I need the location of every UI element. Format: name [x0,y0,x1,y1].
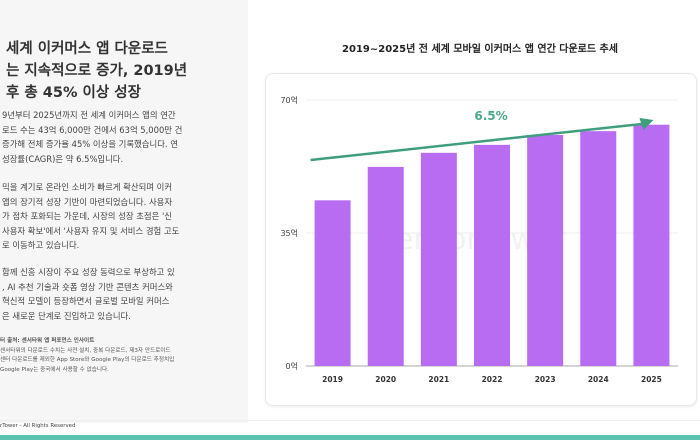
chart-title: 2019~2025년 전 세계 모바일 이커머스 앱 연간 다운로드 추세 [342,44,618,55]
text-line: 로드 수는 43억 6,000만 건에서 63억 5,000만 건 [2,124,183,135]
text-panel: 세계 이커머스 앱 다운로드 는 지속적으로 증가, 2019년 후 총 45%… [0,0,248,423]
copyright: rTower - All Rights Reserved [0,423,76,429]
x-tick-label: 2023 [535,375,556,384]
x-tick-label: 2024 [588,375,609,384]
text-line: 믹을 계기로 온라인 소비가 빠르게 확산되며 이커 [2,182,173,192]
bottom-accent-bar [0,435,700,440]
bar-2023 [527,134,564,366]
y-tick-label: 70억 [280,95,298,105]
text-line: 9년부터 2025년까지 전 세계 이커머스 앱의 연간 [2,110,176,120]
y-tick-label: 0억 [286,361,298,371]
x-tick-label: 2021 [428,375,449,384]
bar-2022 [474,144,510,366]
headline-line: 는 지속적으로 증가, 2019년 [6,63,188,79]
text-line: 가 점차 포화되는 가운데, 시장의 성장 초점은 '신 [2,211,172,221]
text-line: 증가해 전체 증가율 45% 이상을 기록했습니다. 연 [2,139,178,149]
headline-line: 세계 이커머스 앱 다운로드 [6,41,168,57]
y-tick-label: 35억 [280,228,298,238]
text-line: 성장률(CAGR)은 약 6.5%입니다. [2,153,124,164]
bar-2024 [580,131,617,366]
text-line: 혁신적 모델이 등장하면서 글로벌 모바일 커머스 [2,296,170,306]
divider [0,420,700,421]
text-line: 은 새로운 단계로 진입하고 있습니다. [2,310,131,321]
note-line: 센터 다운로드를 제외한 App Store와 Google Play의 다운로… [0,357,175,363]
bar-2025 [633,124,670,366]
source-notes: 터 출처: 센서타워 앱 퍼포먼스 인사이트 센서타워의 다운로드 수치는 사전… [0,337,174,375]
bar-2019 [314,200,351,366]
x-tick-label: 2022 [482,375,503,384]
headline: 세계 이커머스 앱 다운로드 는 지속적으로 증가, 2019년 후 총 45%… [6,38,187,104]
chart-card: SensorTower 0억 35억 70억 2019 2020 2021 2022 2023… [265,73,697,406]
text-line: 함께 신흥 시장이 주요 성장 동력으로 부상하고 있 [2,267,175,277]
bar-2021 [420,152,457,366]
source-line: 터 출처: 센서타워 앱 퍼포먼스 인사이트 [0,338,95,344]
x-tick-label: 2025 [641,375,662,384]
cagr-annotation: 6.5% [474,109,507,123]
paragraph-3: 함께 신흥 시장이 주요 성장 동력으로 부상하고 있 , AI 추천 기술과 … [2,265,175,323]
x-tick-label: 2020 [375,375,396,384]
text-line: 앱의 장기적 성장 기반이 마련되었습니다. 사용자 [2,196,173,207]
trend-arrow-head [639,118,654,130]
text-line: , AI 추천 기술과 숏폼 영상 기반 콘텐츠 커머스와 [2,281,173,292]
note-line: Google Play는 중국에서 사용할 수 없습니다. [0,366,109,373]
text-line: 사용자 확보'에서 '사용자 유지 및 서비스 경험 고도 [2,225,180,236]
paragraph-2: 믹을 계기로 온라인 소비가 빠르게 확산되며 이커 앱의 장기적 성장 기반이… [2,180,179,253]
bar-2020 [367,166,404,366]
headline-line: 후 총 45% 이상 성장 [6,85,141,101]
text-line: 로 이동하고 있습니다. [2,240,80,250]
paragraph-1: 9년부터 2025년까지 전 세계 이커머스 앱의 연간 로드 수는 43억 6… [2,108,182,166]
trend-arrow-line [310,122,642,162]
note-line: 센서타워의 다운로드 수치는 사전 설치, 중복 다운로드, 제3자 안드로이드 [0,347,171,354]
x-tick-label: 2019 [322,375,343,384]
